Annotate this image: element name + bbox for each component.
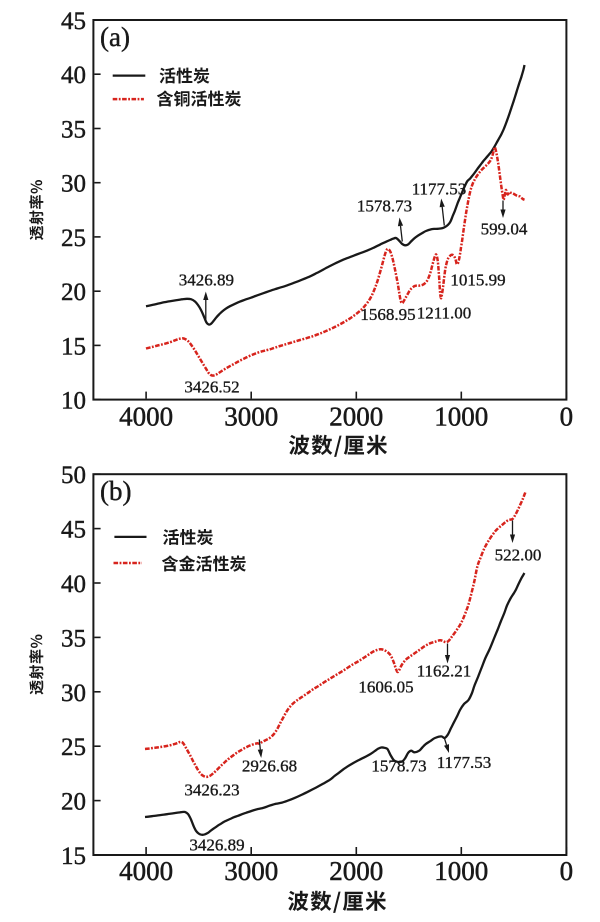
svg-text:3426.52: 3426.52 (184, 378, 239, 397)
svg-text:1162.21: 1162.21 (417, 662, 472, 681)
svg-text:1000: 1000 (434, 402, 488, 432)
svg-text:599.04: 599.04 (481, 220, 528, 239)
svg-text:30: 30 (61, 171, 86, 198)
svg-text:522.00: 522.00 (495, 546, 542, 565)
svg-text:10: 10 (61, 388, 86, 415)
svg-text:40: 40 (61, 62, 86, 89)
svg-text:25: 25 (61, 734, 86, 761)
svg-text:3426.89: 3426.89 (179, 271, 234, 290)
svg-text:1211.00: 1211.00 (417, 304, 472, 323)
svg-text:15: 15 (61, 333, 86, 360)
svg-text:3000: 3000 (224, 856, 278, 886)
svg-text:2000: 2000 (329, 856, 383, 886)
svg-text:2000: 2000 (329, 402, 383, 432)
svg-text:0: 0 (560, 402, 574, 432)
svg-text:3426.23: 3426.23 (184, 781, 239, 800)
svg-text:(a): (a) (100, 22, 130, 52)
svg-text:30: 30 (61, 680, 86, 707)
svg-text:0: 0 (560, 856, 574, 886)
svg-text:1568.95: 1568.95 (360, 305, 415, 324)
svg-text:1177.53: 1177.53 (412, 180, 467, 199)
svg-text:4000: 4000 (119, 856, 173, 886)
svg-text:3000: 3000 (224, 402, 278, 432)
svg-text:1177.53: 1177.53 (437, 753, 492, 772)
svg-text:45: 45 (61, 8, 86, 35)
svg-text:15: 15 (61, 843, 86, 870)
svg-text:1606.05: 1606.05 (358, 678, 413, 697)
svg-text:4000: 4000 (119, 402, 173, 432)
svg-text:40: 40 (61, 571, 86, 598)
svg-text:1578.73: 1578.73 (357, 197, 412, 216)
svg-text:25: 25 (61, 225, 86, 252)
svg-text:45: 45 (61, 517, 86, 544)
svg-text:35: 35 (61, 117, 86, 144)
svg-text:1578.73: 1578.73 (371, 757, 426, 776)
svg-text:(b): (b) (100, 476, 131, 506)
svg-text:20: 20 (61, 789, 86, 816)
svg-text:1015.99: 1015.99 (450, 271, 505, 290)
svg-text:2926.68: 2926.68 (242, 757, 297, 776)
svg-text:3426.89: 3426.89 (189, 836, 244, 855)
svg-text:35: 35 (61, 625, 86, 652)
svg-text:1000: 1000 (434, 856, 488, 886)
svg-text:50: 50 (61, 462, 86, 489)
svg-text:20: 20 (61, 279, 86, 306)
